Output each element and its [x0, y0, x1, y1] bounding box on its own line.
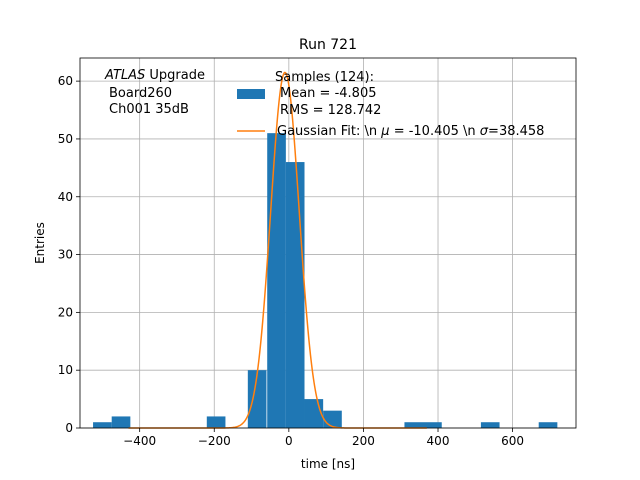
histogram-bar — [247, 370, 267, 428]
atlas-label: ATLAS Upgrade — [104, 68, 205, 83]
y-tick-label: 50 — [58, 132, 73, 146]
legend-fit-mu-value: = -10.405 \n — [390, 124, 480, 139]
legend-fit-sigma-symbol: σ — [480, 124, 489, 139]
x-axis-label: time [ns] — [301, 457, 355, 471]
histogram-bar — [480, 422, 500, 428]
x-tick-label: −200 — [198, 434, 231, 448]
channel-label: Ch001 35dB — [109, 102, 189, 117]
histogram-bar — [323, 410, 342, 428]
x-axis-ticks: −400 −200 0 200 400 600 — [123, 428, 524, 448]
histogram-bar — [206, 416, 226, 428]
legend-hist-swatch — [237, 89, 265, 99]
x-tick-label: 600 — [501, 434, 524, 448]
y-axis-label: Entries — [33, 222, 47, 264]
legend-fit-label: Gaussian Fit: \n μ = -10.405 \n σ=38.458 — [277, 124, 544, 139]
histogram-bar — [285, 162, 305, 428]
chart-title: Run 721 — [299, 37, 357, 53]
y-tick-label: 30 — [58, 248, 73, 262]
atlas-italic-text: ATLAS — [104, 68, 145, 83]
legend-hist-mean: Mean = -4.805 — [280, 86, 376, 101]
legend-fit-prefix: Gaussian Fit: \n — [277, 124, 381, 139]
histogram-bar — [404, 422, 442, 428]
legend-fit-mu-symbol: μ — [380, 124, 389, 139]
legend: Samples (124): Mean = -4.805 RMS = 128.7… — [237, 70, 544, 139]
legend-hist-line1: Samples (124): — [275, 70, 374, 85]
histogram-bar — [93, 422, 112, 428]
histogram-bar — [111, 416, 131, 428]
x-tick-label: −400 — [123, 434, 156, 448]
histogram-bar — [267, 133, 286, 428]
x-tick-label: 0 — [285, 434, 293, 448]
plot-frame — [79, 57, 577, 429]
x-tick-label: 400 — [427, 434, 450, 448]
histogram-bar — [304, 399, 324, 428]
y-axis-ticks: 0 10 20 30 40 50 60 — [58, 74, 80, 435]
histogram-bar — [538, 422, 558, 428]
legend-hist-rms: RMS = 128.742 — [280, 103, 381, 118]
board-label: Board260 — [109, 86, 172, 101]
atlas-upgrade-text: Upgrade — [145, 68, 205, 83]
atlas-annotation: ATLAS Upgrade Board260 Ch001 35dB — [104, 68, 205, 117]
y-tick-label: 0 — [65, 421, 73, 435]
y-tick-label: 20 — [58, 305, 73, 319]
y-tick-label: 60 — [58, 74, 73, 88]
y-tick-label: 40 — [58, 190, 73, 204]
y-tick-label: 10 — [58, 363, 73, 377]
legend-fit-sigma-value: =38.458 — [488, 124, 544, 139]
x-tick-label: 200 — [352, 434, 375, 448]
